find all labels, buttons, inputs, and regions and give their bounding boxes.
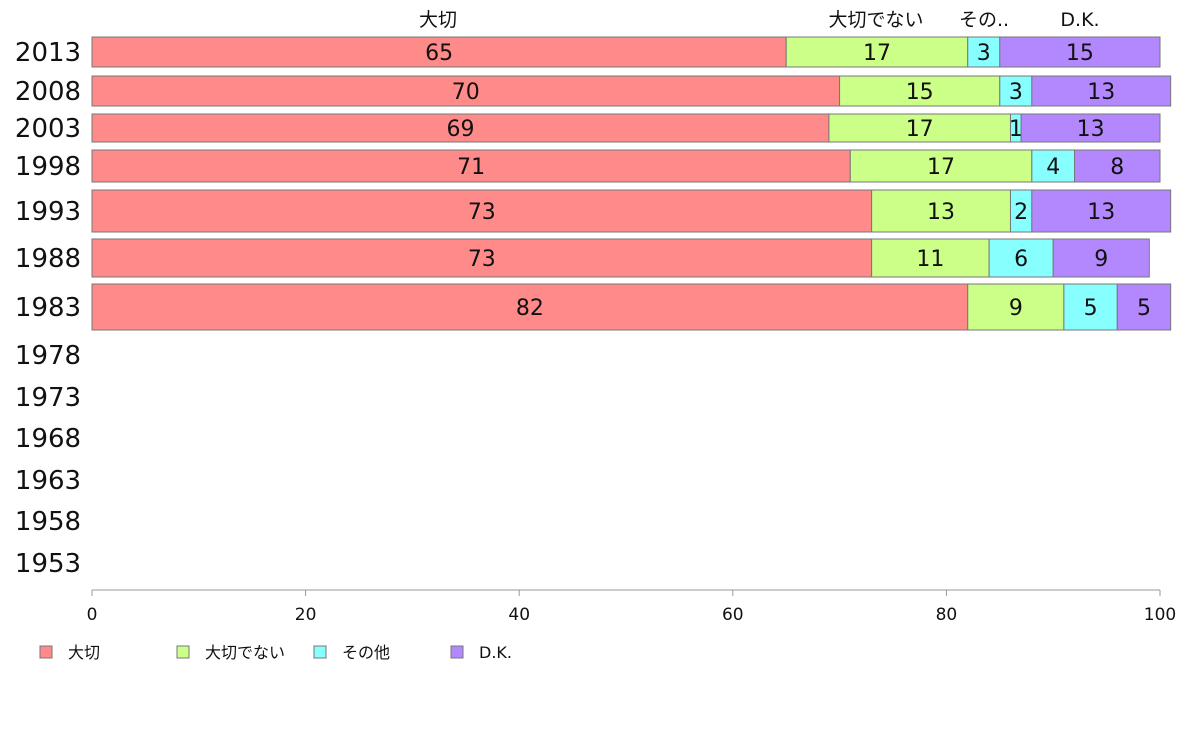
year-label: 2008 (15, 77, 81, 107)
x-tick-label: 80 (936, 605, 958, 625)
data-label: 3 (1009, 80, 1023, 105)
legend-swatch (450, 645, 464, 659)
data-label: 17 (927, 155, 955, 180)
bar-segment (967, 36, 1001, 68)
column-header: D.K. (1060, 9, 1099, 31)
year-label: 1988 (15, 244, 81, 274)
bar-segment (91, 283, 969, 331)
legend-label: 大切 (68, 643, 100, 662)
data-label: 13 (1087, 200, 1115, 225)
year-label: 1993 (15, 197, 81, 227)
bar-segment (871, 189, 1011, 233)
bar-segment (91, 149, 851, 183)
bar-segment (839, 75, 1001, 107)
year-label: 1998 (15, 152, 81, 182)
bar-segment (1063, 283, 1118, 331)
x-tick-label: 0 (87, 605, 98, 625)
year-label: 1968 (15, 424, 81, 454)
x-tick-label: 40 (508, 605, 530, 625)
column-header: 大切でない (828, 9, 923, 31)
legend: 大切 大切でない その他 D.K. (39, 643, 512, 662)
x-tick-label: 100 (1144, 605, 1176, 625)
column-header: その.. (959, 9, 1009, 31)
column-header: 大切 (419, 9, 457, 31)
data-label: 15 (1066, 41, 1094, 66)
bar-segment (1031, 75, 1172, 107)
bar-segment (828, 113, 1011, 143)
data-label: 13 (1077, 117, 1105, 142)
bar-segment (1020, 113, 1161, 143)
x-axis: 0 20 40 60 80 100 (87, 589, 1176, 625)
data-label: 13 (1087, 80, 1115, 105)
bar-segment (91, 113, 830, 143)
data-label: 15 (906, 80, 934, 105)
bar-segment (988, 238, 1054, 278)
data-label: 9 (1094, 247, 1108, 272)
year-label: 2003 (15, 114, 81, 144)
legend-swatch (176, 645, 190, 659)
x-tick-label: 60 (722, 605, 744, 625)
data-label: 73 (468, 200, 496, 225)
bar-segment (1116, 283, 1172, 331)
bar-segment (785, 36, 969, 68)
bar-segment (871, 238, 990, 278)
year-label: 1978 (15, 341, 81, 371)
bar-segment (849, 149, 1033, 183)
data-label: 4 (1046, 155, 1060, 180)
legend-label: 大切でない (205, 643, 285, 662)
bar-segment (91, 238, 873, 278)
year-label: 1963 (15, 466, 81, 496)
data-label: 70 (452, 80, 480, 105)
bar-segment (1052, 238, 1150, 278)
year-label: 1958 (15, 507, 81, 537)
data-label: 9 (1009, 296, 1023, 321)
bar-segment (91, 75, 841, 107)
column-headers: 大切 大切でない その.. D.K. (419, 9, 1100, 31)
year-label: 1983 (15, 293, 81, 323)
bar-segment (1074, 149, 1161, 183)
data-label: 1 (1009, 117, 1023, 142)
data-label: 6 (1014, 247, 1028, 272)
data-label: 73 (468, 247, 496, 272)
data-label: 82 (516, 296, 544, 321)
year-label: 2013 (15, 38, 81, 68)
bar-segment (999, 75, 1033, 107)
data-label: 13 (927, 200, 955, 225)
data-label: 3 (977, 41, 991, 66)
data-label: 11 (916, 247, 944, 272)
data-label: 69 (446, 117, 474, 142)
year-label: 1953 (15, 549, 81, 579)
legend-label: D.K. (479, 643, 512, 662)
legend-swatch (313, 645, 327, 659)
data-label: 71 (457, 155, 485, 180)
x-tick-label: 20 (295, 605, 317, 625)
bar-segment (1031, 189, 1172, 233)
data-label: 65 (425, 41, 453, 66)
data-label: 8 (1110, 155, 1124, 180)
legend-label: その他 (342, 643, 390, 662)
data-label: 17 (906, 117, 934, 142)
bar-segment (91, 189, 873, 233)
bar-segment (91, 36, 787, 68)
data-label: 2 (1014, 200, 1028, 225)
data-label: 5 (1137, 296, 1151, 321)
legend-swatch (39, 645, 53, 659)
year-label: 1973 (15, 383, 81, 413)
data-label: 5 (1084, 296, 1098, 321)
bar-segment (999, 36, 1161, 68)
data-label: 17 (863, 41, 891, 66)
